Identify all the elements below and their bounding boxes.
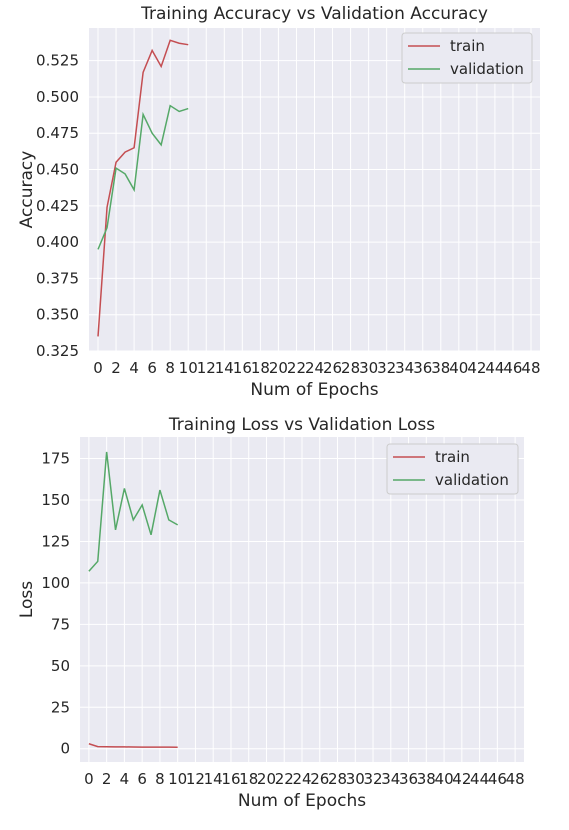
- legend: train validation: [401, 32, 533, 84]
- x-tick-label: 34: [395, 359, 414, 377]
- x-tick-label: 24: [305, 359, 324, 377]
- x-tick-label: 22: [287, 359, 306, 377]
- series-line-train: [88, 743, 178, 748]
- x-tick-label: 40: [449, 359, 468, 377]
- y-axis-label: Accuracy: [17, 151, 37, 229]
- chart-1: 0 2 4 6 8 10121416182022242628303234363840424…: [17, 4, 541, 400]
- x-tick-label: 16: [221, 770, 240, 788]
- y-tick-label: 0: [60, 740, 70, 758]
- x-tick-label: 32: [363, 770, 382, 788]
- y-tick-label: 125: [41, 532, 70, 550]
- x-tick-label: 46: [503, 359, 522, 377]
- x-tick-label: 32: [377, 359, 396, 377]
- series-line-validation: [97, 104, 189, 250]
- x-tick-label: 8: [165, 359, 175, 377]
- x-tick-label: 34: [381, 770, 400, 788]
- x-tick-label: 22: [275, 770, 294, 788]
- x-tick-label: 18: [239, 770, 258, 788]
- legend-label-validation: validation: [450, 60, 524, 78]
- x-tick-label: 36: [413, 359, 432, 377]
- x-tick-label: 0: [93, 359, 103, 377]
- x-tick-label: 6: [137, 770, 147, 788]
- x-tick-label: 20: [269, 359, 288, 377]
- x-tick-label: 4: [120, 770, 130, 788]
- chart-title: Training Accuracy vs Validation Accuracy: [140, 4, 488, 24]
- x-tick-label: 40: [435, 770, 454, 788]
- y-tick-label: 0.500: [36, 88, 79, 106]
- x-tick-label: 10: [179, 359, 198, 377]
- y-tick-label: 25: [51, 698, 70, 716]
- y-tick-label: 75: [51, 615, 70, 633]
- x-tick-label: 48: [521, 359, 540, 377]
- y-tick-label: 0.525: [36, 52, 79, 70]
- x-tick-label: 28: [341, 359, 360, 377]
- chart-title: Training Loss vs Validation Loss: [168, 415, 435, 435]
- x-tick-label: 42: [452, 770, 471, 788]
- legend-label-train: train: [435, 448, 470, 466]
- legend: train validation: [386, 443, 519, 495]
- legend-label-validation: validation: [435, 471, 509, 489]
- y-tick-label: 0.450: [36, 161, 79, 179]
- x-tick-label: 2: [102, 770, 112, 788]
- x-tick-label: 30: [346, 770, 365, 788]
- x-tick-label: 26: [323, 359, 342, 377]
- y-tick-label: 0.475: [36, 124, 79, 142]
- x-tick-label: 46: [488, 770, 507, 788]
- x-tick-label: 14: [204, 770, 223, 788]
- x-tick-label: 28: [328, 770, 347, 788]
- x-tick-label: 14: [215, 359, 234, 377]
- y-tick-label: 0.350: [36, 306, 79, 324]
- x-tick-label: 0: [84, 770, 94, 788]
- x-tick-label: 38: [417, 770, 436, 788]
- y-tick-label: 150: [41, 491, 70, 509]
- x-tick-label: 44: [470, 770, 489, 788]
- x-tick-label: 16: [233, 359, 252, 377]
- legend-label-train: train: [450, 37, 485, 55]
- y-tick-label: 0.375: [36, 269, 79, 287]
- series-line-train: [97, 39, 189, 337]
- x-tick-label: 10: [168, 770, 187, 788]
- x-axis-label: Num of Epochs: [238, 791, 366, 811]
- x-tick-label: 12: [186, 770, 205, 788]
- y-tick-label: 50: [51, 657, 70, 675]
- x-tick-label: 6: [147, 359, 157, 377]
- x-tick-label: 12: [197, 359, 216, 377]
- chart-2: 0 2 4 6 8 10121416182022242628303234363840424…: [17, 415, 525, 811]
- x-tick-label: 2: [111, 359, 121, 377]
- x-tick-label: 36: [399, 770, 418, 788]
- y-tick-label: 175: [41, 450, 70, 468]
- x-tick-label: 44: [485, 359, 504, 377]
- x-tick-label: 42: [467, 359, 486, 377]
- y-tick-label: 0.425: [36, 197, 79, 215]
- x-tick-label: 24: [292, 770, 311, 788]
- x-tick-label: 26: [310, 770, 329, 788]
- x-tick-label: 8: [155, 770, 165, 788]
- x-tick-label: 38: [431, 359, 450, 377]
- y-tick-label: 100: [41, 574, 70, 592]
- x-tick-label: 18: [251, 359, 270, 377]
- y-tick-label: 0.400: [36, 233, 79, 251]
- x-tick-label: 30: [359, 359, 378, 377]
- series-line-validation: [88, 451, 179, 572]
- x-axis-label: Num of Epochs: [250, 380, 378, 400]
- y-tick-label: 0.325: [36, 342, 79, 360]
- x-tick-label: 20: [257, 770, 276, 788]
- x-tick-label: 4: [129, 359, 139, 377]
- x-tick-label: 48: [506, 770, 525, 788]
- y-axis-label: Loss: [17, 581, 37, 618]
